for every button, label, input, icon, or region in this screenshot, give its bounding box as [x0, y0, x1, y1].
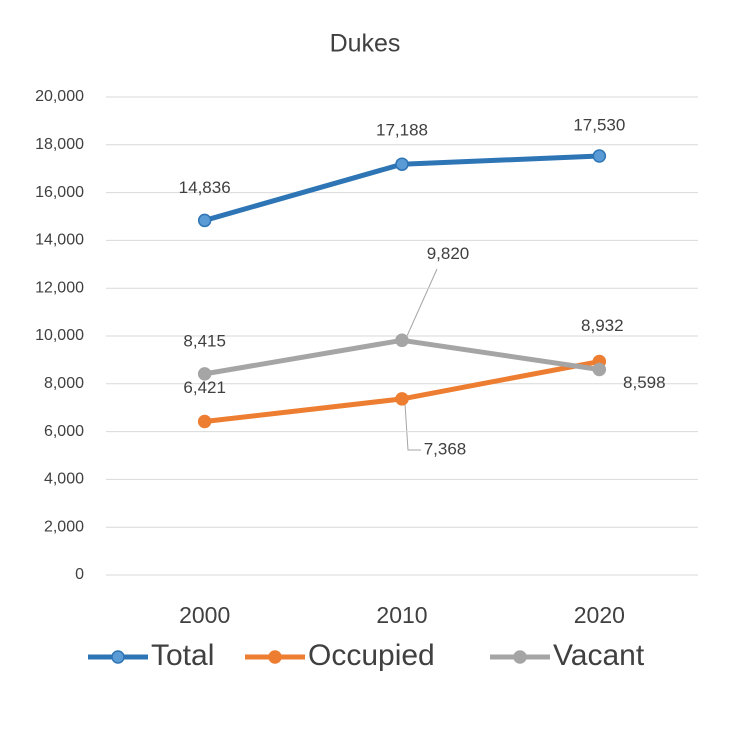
legend-label: Vacant [553, 639, 645, 672]
data-label: 8,598 [623, 373, 666, 392]
data-label: 17,530 [573, 116, 625, 135]
data-label: 6,421 [183, 378, 226, 397]
legend-marker [513, 650, 527, 664]
point-marker [592, 149, 607, 163]
x-tick-label: 2020 [574, 602, 625, 628]
leader-line [404, 403, 421, 451]
point-marker [197, 367, 212, 381]
legend-label: Occupied [308, 639, 435, 672]
y-tick-label: 18,000 [35, 136, 84, 153]
data-label: 8,415 [183, 331, 226, 350]
y-tick-label: 10,000 [35, 327, 84, 344]
y-tick-label: 6,000 [44, 423, 84, 440]
y-tick-label: 4,000 [44, 471, 84, 488]
x-tick-label: 2000 [179, 602, 230, 628]
y-tick-label: 2,000 [44, 518, 84, 535]
legend-marker [111, 650, 125, 664]
data-label: 8,932 [581, 316, 624, 335]
point-marker [197, 213, 212, 228]
data-label: 17,188 [376, 121, 428, 140]
data-label: 14,836 [179, 178, 231, 197]
point-marker [395, 392, 409, 406]
y-tick-label: 8,000 [44, 375, 84, 392]
x-tick-label: 2010 [376, 602, 427, 628]
data-label: 9,820 [427, 244, 470, 263]
point-marker [197, 414, 212, 429]
chart-title: Dukes [330, 30, 401, 58]
data-label: 7,368 [424, 439, 467, 458]
y-tick-label: 20,000 [35, 88, 84, 105]
leader-line [406, 268, 438, 337]
legend-marker [268, 650, 282, 664]
point-marker [395, 157, 409, 171]
y-tick-label: 16,000 [35, 184, 84, 201]
point-marker [592, 362, 607, 377]
legend-label: Total [151, 639, 214, 672]
y-tick-label: 0 [75, 566, 84, 583]
y-tick-label: 14,000 [35, 232, 84, 249]
point-marker [395, 333, 409, 348]
y-tick-label: 12,000 [35, 279, 84, 296]
